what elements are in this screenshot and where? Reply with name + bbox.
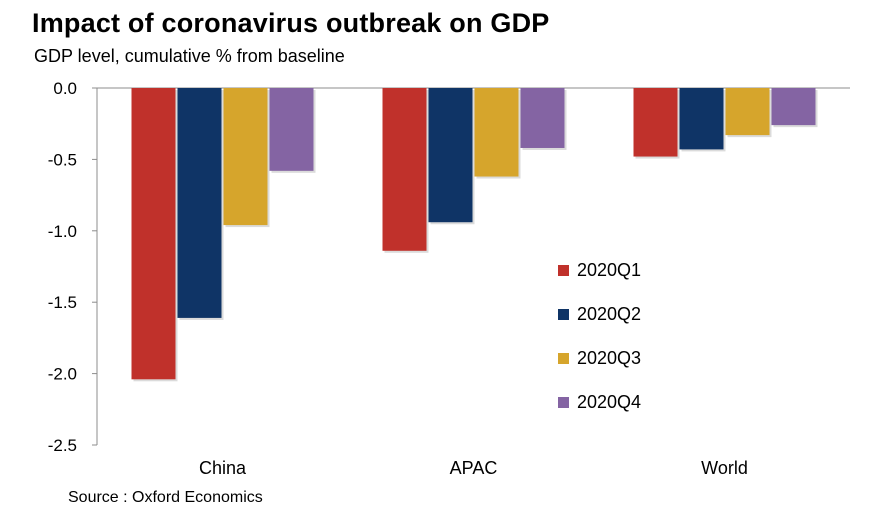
legend: 2020Q1 2020Q2 2020Q3 2020Q4 [558,260,641,412]
bar-world-2020q4 [771,88,816,126]
bar-apac-2020q2 [428,88,473,223]
axes [96,87,850,445]
bar-china-2020q3 [223,88,268,226]
legend-swatch-2020q3 [558,353,569,364]
legend-label: 2020Q2 [577,304,641,324]
x-category-label: APAC [450,458,498,478]
bar-china-2020q4 [269,88,314,171]
legend-swatch-2020q4 [558,397,569,408]
legend-label: 2020Q1 [577,260,641,280]
bar-world-2020q1 [633,88,678,157]
y-ticks: 0.0 -0.5 -1.0 -1.5 -2.0 -2.5 [48,79,97,455]
legend-swatch-2020q1 [558,265,569,276]
source-note: Source : Oxford Economics [68,489,263,506]
bar-world-2020q3 [725,88,770,136]
x-category-label: World [701,458,748,478]
bar-apac-2020q1 [382,88,427,251]
bar-world-2020q2 [679,88,724,150]
chart-subtitle: GDP level, cumulative % from baseline [34,46,345,66]
x-categories: China APAC World [199,458,748,478]
legend-label: 2020Q3 [577,348,641,368]
y-tick-label: -1.5 [48,293,77,312]
legend-swatch-2020q2 [558,309,569,320]
legend-label: 2020Q4 [577,392,641,412]
y-tick-label: -2.5 [48,436,77,455]
chart-title: Impact of coronavirus outbreak on GDP [32,8,550,38]
bar-apac-2020q4 [520,88,565,148]
bar-apac-2020q3 [474,88,519,177]
y-tick-label: 0.0 [53,79,77,98]
y-tick-label: -2.0 [48,365,77,384]
y-tick-label: -0.5 [48,150,77,169]
x-category-label: China [199,458,247,478]
bars [131,88,818,382]
bar-china-2020q2 [177,88,222,318]
bar-china-2020q1 [131,88,176,380]
y-tick-label: -1.0 [48,222,77,241]
